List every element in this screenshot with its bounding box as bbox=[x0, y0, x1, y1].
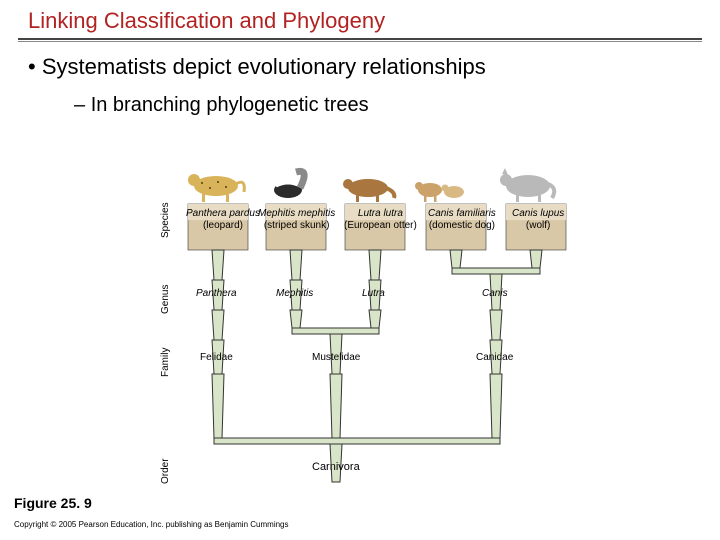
figure-number: Figure 25. 9 bbox=[14, 495, 92, 511]
species-label-0: Panthera pardus(leopard) bbox=[186, 208, 260, 231]
species-label-3: Canis familiaris(domestic dog) bbox=[428, 208, 496, 231]
family-label-1: Mustelidae bbox=[312, 352, 360, 364]
genus-label-3: Canis bbox=[482, 288, 508, 300]
species-label-4: Canis lupus(wolf) bbox=[512, 208, 564, 231]
genus-label-1: Mephitis bbox=[276, 288, 313, 300]
genus-label-2: Lutra bbox=[362, 288, 385, 300]
page-title: Linking Classification and Phylogeny bbox=[0, 0, 720, 38]
bullet-main: Systematists depict evolutionary relatio… bbox=[0, 42, 720, 80]
species-label-1: Mephitis mephitis(striped skunk) bbox=[258, 208, 335, 231]
phylo-chart: Species Genus Family Order Panthera bbox=[150, 152, 580, 492]
bullet-sub: In branching phylogenetic trees bbox=[0, 80, 720, 117]
family-label-0: Felidae bbox=[200, 352, 233, 364]
family-label-2: Canidae bbox=[476, 352, 513, 364]
genus-label-0: Panthera bbox=[196, 288, 237, 300]
species-label-2: Lutra lutra(European otter) bbox=[344, 208, 417, 231]
phylo-tree-svg bbox=[168, 152, 578, 492]
copyright-text: Copyright © 2005 Pearson Education, Inc.… bbox=[14, 520, 289, 529]
order-label: Carnivora bbox=[312, 461, 360, 474]
title-rule-1 bbox=[18, 38, 702, 40]
